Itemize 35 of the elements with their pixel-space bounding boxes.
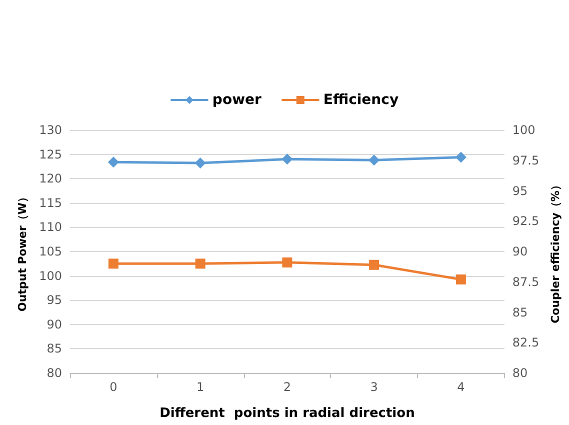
y-axis-title: Output Power（W） — [16, 191, 29, 312]
x-tick-label: 1 — [196, 380, 204, 394]
point — [282, 257, 292, 268]
point — [108, 258, 118, 269]
y2-tick-label: 100 — [512, 123, 536, 137]
x-tick-label: 2 — [283, 380, 292, 394]
y2-tick-label: 80 — [512, 366, 528, 380]
y-tick-label: 110 — [39, 220, 62, 234]
y2-tick-label: 95 — [512, 184, 528, 198]
y2-tick-label: 85 — [512, 305, 528, 320]
y-tick-label: 80 — [46, 366, 62, 380]
y-tick-label: 120 — [39, 172, 62, 186]
point — [195, 258, 206, 269]
y-tick-label: 105 — [39, 244, 62, 258]
y-tick-label: 115 — [39, 196, 62, 210]
y2-tick-label: 97.5 — [512, 153, 540, 168]
y-tick-label: 100 — [39, 268, 62, 283]
point — [456, 274, 466, 284]
y-tick-label: 130 — [39, 123, 62, 137]
y2-tick-label: 87.5 — [512, 274, 540, 289]
x-tick-label: 4 — [457, 380, 465, 394]
y-tick-label: 95 — [46, 293, 62, 308]
y-tick-label: 90 — [46, 317, 62, 332]
y2-axis-title: Coupler efficiency（%） — [549, 180, 562, 324]
legend-label: Efficiency — [323, 92, 399, 108]
y-tick-label: 125 — [39, 147, 62, 162]
y-tick-label: 85 — [46, 342, 62, 356]
x-axis-title: Different points in radial direction — [160, 406, 415, 421]
x-tick-label: 3 — [370, 380, 378, 394]
point — [369, 260, 380, 270]
y2-tick-label: 92.5 — [512, 214, 540, 228]
legend-label: power — [212, 92, 262, 108]
x-tick-label: 0 — [110, 380, 118, 394]
y2-tick-label: 90 — [512, 244, 528, 258]
y2-tick-label: 82.5 — [512, 336, 540, 350]
